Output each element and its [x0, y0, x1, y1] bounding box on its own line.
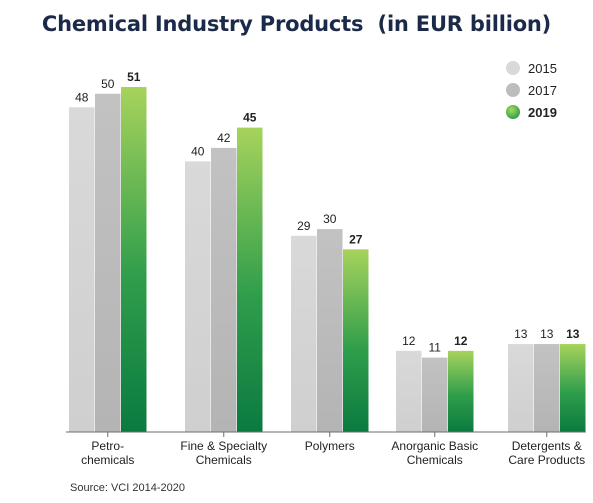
category-label-1-0: Fine & Specialty: [180, 439, 267, 453]
value-label-2015-2: 29: [297, 219, 311, 233]
value-label-2015-0: 48: [75, 90, 89, 104]
legend-marker-2015: [506, 61, 520, 75]
chart-title: Chemical Industry Products (in EUR billi…: [41, 12, 552, 36]
legend-label-2019: 2019: [528, 105, 557, 120]
bar-2019-1: [237, 127, 263, 433]
source-note: Source: VCI 2014-2020: [70, 482, 185, 494]
bar-2017-1: [211, 147, 237, 432]
value-label-2015-3: 12: [402, 334, 416, 348]
legend-label-2015: 2015: [528, 61, 557, 76]
bar-2015-4: [508, 344, 534, 432]
value-label-2015-1: 40: [191, 144, 205, 158]
value-label-2019-2: 27: [349, 232, 363, 246]
bar-2019-3: [448, 350, 474, 432]
value-label-2019-3: 12: [454, 334, 468, 348]
category-label-2-0: Polymers: [305, 439, 355, 453]
value-label-2017-3: 11: [429, 341, 442, 355]
bar-2017-4: [534, 344, 560, 432]
value-label-2019-4: 13: [566, 327, 580, 341]
bar-2015-1: [185, 161, 211, 433]
bar-2019-0: [121, 87, 147, 432]
category-label-3-0: Anorganic Basic: [391, 439, 478, 453]
value-label-2017-1: 42: [217, 131, 231, 145]
bar-2019-4: [560, 344, 586, 432]
value-label-2015-4: 13: [514, 327, 528, 341]
category-label-4-0: Detergents &: [512, 439, 582, 453]
value-label-2019-1: 45: [243, 111, 257, 125]
bar-2015-0: [69, 107, 95, 432]
bar-2015-2: [291, 235, 317, 432]
value-label-2019-0: 51: [127, 70, 141, 84]
bar-2017-0: [95, 93, 121, 432]
legend-label-2017: 2017: [528, 83, 557, 98]
value-label-2017-0: 50: [101, 77, 115, 91]
category-label-1-1: Chemicals: [196, 453, 252, 467]
legend-marker-2017: [506, 83, 520, 97]
legend-marker-2019: [506, 105, 520, 119]
category-label-0-1: chemicals: [81, 453, 134, 467]
category-label-4-1: Care Products: [508, 453, 585, 467]
value-label-2017-2: 30: [323, 212, 337, 226]
bar-2019-2: [343, 249, 369, 432]
value-label-2017-4: 13: [540, 327, 554, 341]
bar-2015-3: [396, 350, 422, 432]
bar-2017-2: [317, 229, 343, 432]
category-label-0-0: Petro-: [91, 439, 124, 453]
bar-2017-3: [422, 357, 448, 432]
category-label-3-1: Chemicals: [407, 453, 463, 467]
